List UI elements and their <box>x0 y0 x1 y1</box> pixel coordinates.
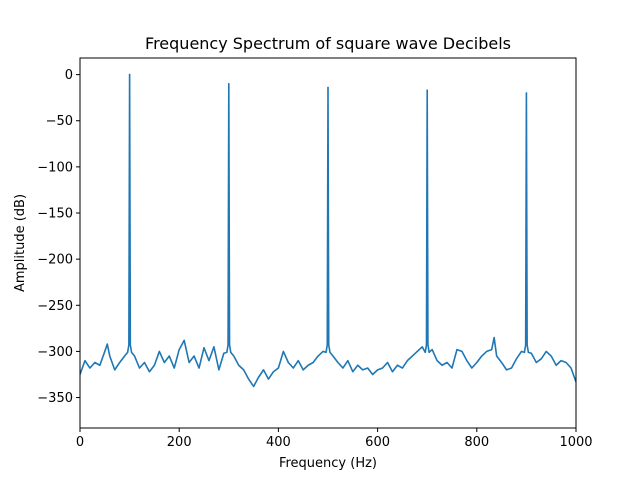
harmonic-peak <box>327 86 329 89</box>
x-axis-label: Frequency (Hz) <box>279 456 377 471</box>
y-tick-label: −100 <box>37 160 73 175</box>
y-tick-label: −300 <box>37 345 73 360</box>
chart-title: Frequency Spectrum of square wave Decibe… <box>145 34 511 53</box>
x-tick-label: 200 <box>167 435 192 450</box>
y-tick-label: 0 <box>65 68 73 83</box>
plot-frame <box>79 57 577 429</box>
harmonic-peak <box>525 92 528 94</box>
x-tick-label: 0 <box>76 435 84 450</box>
harmonic-peak <box>228 83 230 85</box>
y-tick-label: −350 <box>37 391 73 406</box>
x-tick-label: 400 <box>266 435 291 450</box>
harmonic-peak <box>426 89 429 92</box>
harmonic-peak <box>128 73 131 76</box>
x-tick-label: 600 <box>365 435 390 450</box>
y-tick-label: −250 <box>37 299 73 314</box>
x-tick-label: 800 <box>464 435 489 450</box>
y-axis-label: Amplitude (dB) <box>13 194 28 292</box>
x-tick-label: 1000 <box>559 435 592 450</box>
y-tick-label: −200 <box>37 253 73 268</box>
y-tick-label: −150 <box>37 207 73 222</box>
y-tick-label: −50 <box>46 114 73 129</box>
